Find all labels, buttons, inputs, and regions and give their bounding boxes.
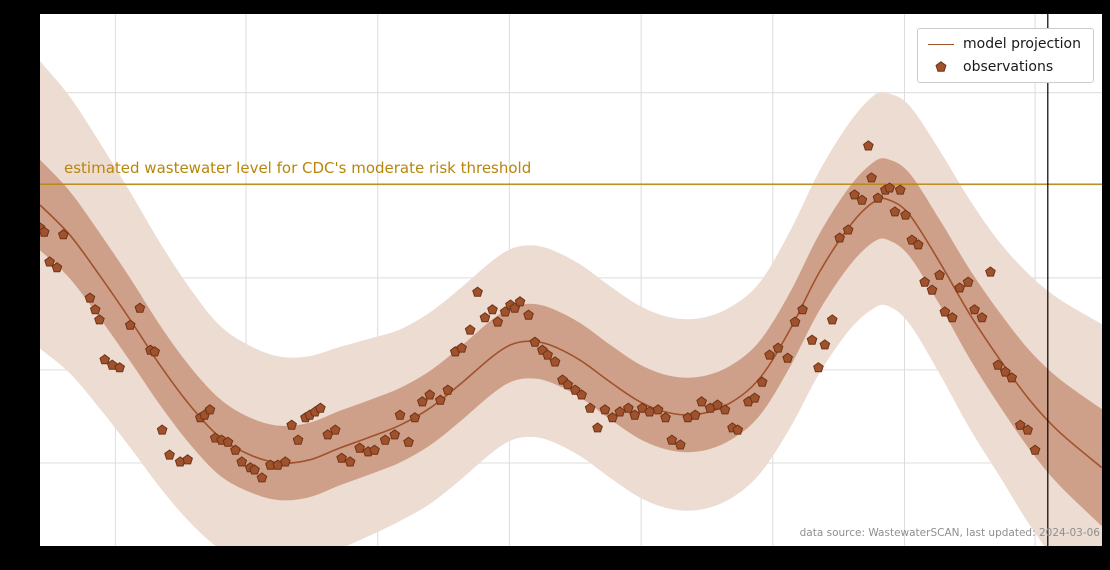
- legend: model projection observations: [917, 28, 1094, 83]
- line-sample-icon: [928, 43, 955, 45]
- legend-item-model-projection: model projection: [928, 36, 1081, 52]
- threshold-label: estimated wastewater level for CDC's mod…: [64, 159, 532, 177]
- data-source-note: data source: WastewaterSCAN, last update…: [799, 527, 1100, 539]
- legend-label-observations: observations: [963, 59, 1054, 75]
- pentagon-marker-icon: [928, 61, 954, 73]
- legend-item-observations: observations: [928, 59, 1081, 75]
- legend-label-model-projection: model projection: [963, 36, 1081, 52]
